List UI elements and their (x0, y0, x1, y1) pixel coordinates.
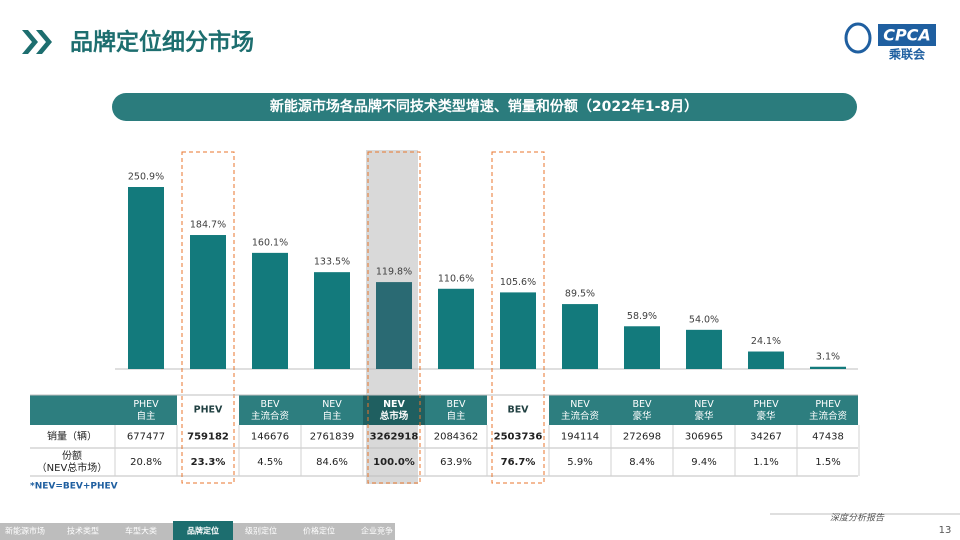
row-label: 销量（辆） (47, 430, 97, 443)
category-label: PHEV (194, 405, 223, 416)
value-label: 250.9% (128, 172, 164, 183)
dashed-box (181, 151, 235, 484)
category-label: BEV 主流合资 (251, 399, 290, 422)
table-cell: 194114 (561, 432, 599, 443)
table-cell: 677477 (127, 432, 165, 443)
header-highlight (177, 395, 239, 425)
bar (500, 292, 536, 369)
category-label: NEV 总市场 (380, 399, 409, 422)
value-label: 54.0% (689, 314, 719, 325)
table-cell: 759182 (187, 432, 229, 443)
row-label: 份额（NEV总市场） (37, 449, 108, 474)
category-label: PHEV 豪华 (753, 399, 779, 422)
bar (438, 288, 474, 369)
value-label: 58.9% (627, 311, 657, 322)
table-cell: 306965 (685, 432, 723, 443)
value-label: 24.1% (751, 336, 781, 347)
table-cell: 23.3% (191, 457, 226, 468)
page-title: 品牌定位细分市场 (70, 29, 254, 56)
value-label: 89.5% (565, 289, 595, 300)
table-cell: 63.9% (440, 457, 472, 468)
bar (624, 326, 660, 369)
table-cell: 2503736 (494, 432, 543, 443)
bar (686, 329, 722, 369)
category-label: BEV 豪华 (632, 399, 652, 422)
table-cell: 76.7% (501, 457, 536, 468)
bar (748, 351, 784, 369)
dashed-box (367, 151, 421, 484)
category-label: NEV 自主 (322, 399, 342, 422)
bar (190, 235, 226, 369)
bar (562, 304, 598, 369)
table-cell: 146676 (251, 432, 289, 443)
value-label: 184.7% (190, 220, 226, 231)
chevron-icon (22, 30, 52, 54)
value-label: 119.8% (376, 267, 412, 278)
report-label: 深度分析报告 (830, 513, 885, 524)
value-label: 133.5% (314, 257, 350, 268)
nav-tab: 级别定位 (245, 526, 277, 536)
table-cell: 1.1% (753, 457, 778, 468)
table-cell: 1.5% (815, 457, 840, 468)
banner (112, 93, 857, 121)
header-highlight (487, 395, 549, 425)
header-highlight (363, 395, 425, 425)
bar (128, 187, 164, 369)
logo: CPCA (883, 26, 931, 45)
bar (376, 282, 412, 369)
table-cell: 2761839 (310, 432, 355, 443)
logo-box (878, 24, 936, 46)
nav-tab: 企业竞争 (361, 526, 393, 536)
bar (810, 366, 846, 369)
logo-mark (844, 22, 872, 54)
category-label: BEV (507, 405, 529, 416)
table-cell: 4.5% (257, 457, 282, 468)
category-label: PHEV 自主 (133, 399, 159, 422)
table-cell: 3262918 (370, 432, 419, 443)
dashed-box (491, 151, 545, 484)
table-cell: 8.4% (629, 457, 654, 468)
nav-tab: 新能源市场 (5, 526, 45, 536)
table-cell: 100.0% (373, 457, 415, 468)
page-number: 13 (939, 525, 952, 536)
nav-tab: 技术类型 (67, 526, 99, 536)
value-label: 3.1% (816, 351, 840, 362)
table-header (30, 395, 858, 425)
table-cell: 9.4% (691, 457, 716, 468)
value-label: 105.6% (500, 277, 536, 288)
value-label: 110.6% (438, 273, 474, 284)
table-cell: 2084362 (434, 432, 479, 443)
nav-tab: 车型大类 (125, 526, 157, 536)
category-label: NEV 豪华 (694, 399, 714, 422)
category-label: PHEV 主流合资 (809, 399, 848, 422)
active-tab (173, 521, 233, 540)
value-label: 160.1% (252, 237, 288, 248)
table-cell: 84.6% (316, 457, 348, 468)
category-label: NEV 主流合资 (561, 399, 600, 422)
nav-tab: 品牌定位 (187, 526, 219, 536)
table-cell: 272698 (623, 432, 661, 443)
chart-title: 新能源市场各品牌不同技术类型增速、销量和份额（2022年1-8月） (270, 98, 698, 115)
category-label: BEV 自主 (446, 399, 466, 422)
footnote: *NEV=BEV+PHEV (30, 482, 118, 492)
bar (314, 272, 350, 369)
logo-sub: 乘联会 (888, 47, 926, 62)
table-cell: 34267 (750, 432, 782, 443)
table-cell: 47438 (812, 432, 844, 443)
table-cell: 5.9% (567, 457, 592, 468)
bar (252, 252, 288, 369)
table-cell: 20.8% (130, 457, 162, 468)
nav-tab: 价格定位 (303, 526, 335, 536)
